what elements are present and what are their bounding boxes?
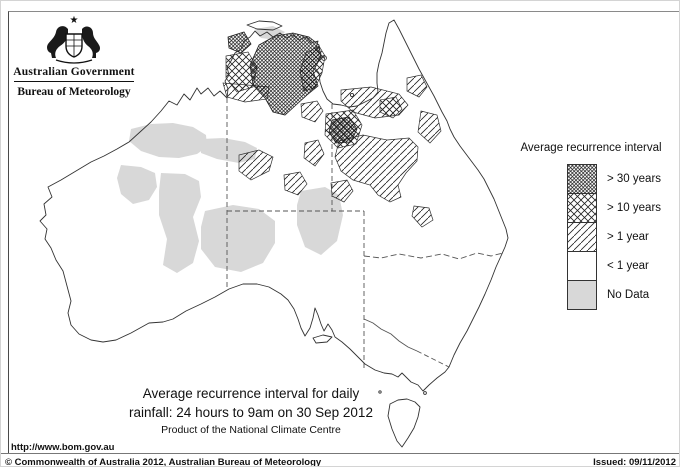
- legend-item-gt30: > 30 years: [567, 164, 676, 194]
- legend-swatch-gray: [567, 280, 597, 310]
- legend-item-nodata: No Data: [567, 280, 676, 310]
- legend-title: Average recurrence interval: [520, 142, 662, 154]
- legend-swatch-diagonal-hatch: [567, 222, 597, 252]
- caption-line-1: Average recurrence interval for daily: [142, 386, 360, 401]
- logo-divider: [14, 81, 134, 82]
- state-borders: [226, 98, 504, 368]
- legend-label: > 1 year: [607, 231, 649, 243]
- legend-swatch-crosshatch: [567, 193, 597, 223]
- copyright-text: © Commonwealth of Australia 2012, Austra…: [5, 457, 322, 467]
- legend-swatch-white: [567, 251, 597, 281]
- government-title: Australian Government: [13, 66, 135, 78]
- issued-date: Issued: 09/11/2012: [593, 457, 676, 467]
- legend-swatch-dense-crosshatch: [567, 164, 597, 194]
- legend-item-gt1: > 1 year: [567, 222, 676, 252]
- caption-line-3: Product of the National Climate Centre: [161, 424, 341, 436]
- map-caption: Average recurrence interval for daily ra…: [56, 384, 446, 437]
- no-data-regions: [117, 26, 343, 273]
- legend-item-gt10: > 10 years: [567, 193, 676, 223]
- footer-divider: [1, 453, 679, 454]
- bom-logo: ★ Australian Government Bureau of Meteor…: [11, 14, 137, 98]
- legend-label: < 1 year: [607, 260, 649, 272]
- gt30yr-regions: [227, 31, 358, 144]
- svg-text:★: ★: [70, 15, 79, 26]
- legend-label: No Data: [607, 289, 650, 301]
- legend-label: > 10 years: [607, 202, 662, 214]
- bom-url: http://www.bom.gov.au: [11, 442, 115, 453]
- agency-title: Bureau of Meteorology: [17, 86, 131, 98]
- legend: Average recurrence interval > 30 years >…: [506, 142, 676, 310]
- coat-of-arms-icon: ★: [47, 15, 100, 64]
- legend-item-lt1: < 1 year: [567, 251, 676, 281]
- legend-label: > 30 years: [607, 173, 662, 185]
- caption-line-2: rainfall: 24 hours to 9am on 30 Sep 2012: [129, 405, 373, 420]
- coastline: [39, 19, 509, 448]
